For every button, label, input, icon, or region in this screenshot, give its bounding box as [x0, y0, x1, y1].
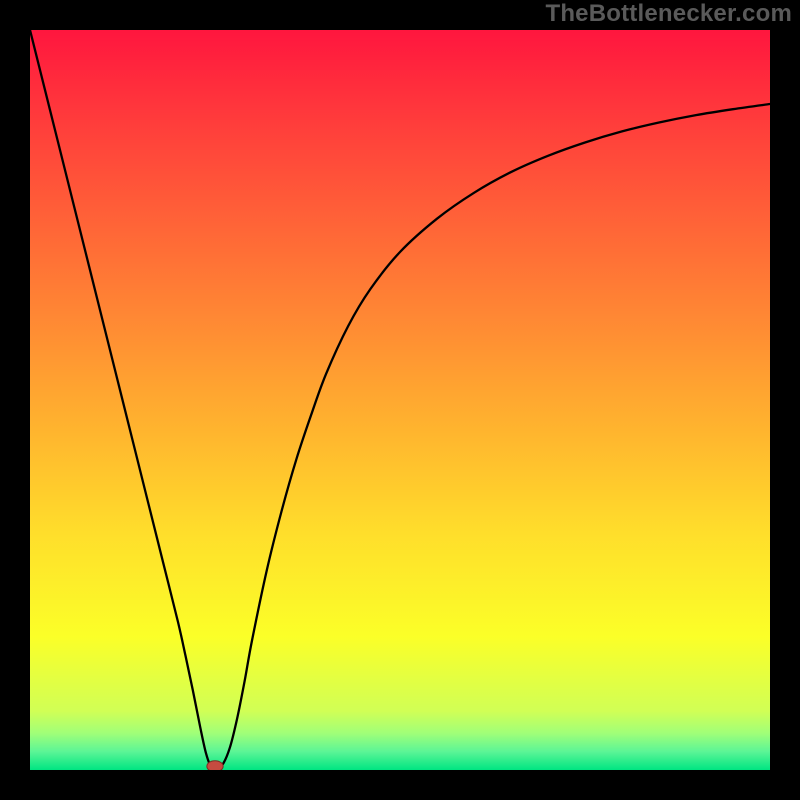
- plot-svg: [30, 30, 770, 770]
- min-marker: [207, 761, 223, 770]
- gradient-background: [30, 30, 770, 770]
- watermark-text: TheBottlenecker.com: [545, 0, 792, 28]
- plot-area: [30, 30, 770, 770]
- stage: TheBottlenecker.com: [0, 0, 800, 800]
